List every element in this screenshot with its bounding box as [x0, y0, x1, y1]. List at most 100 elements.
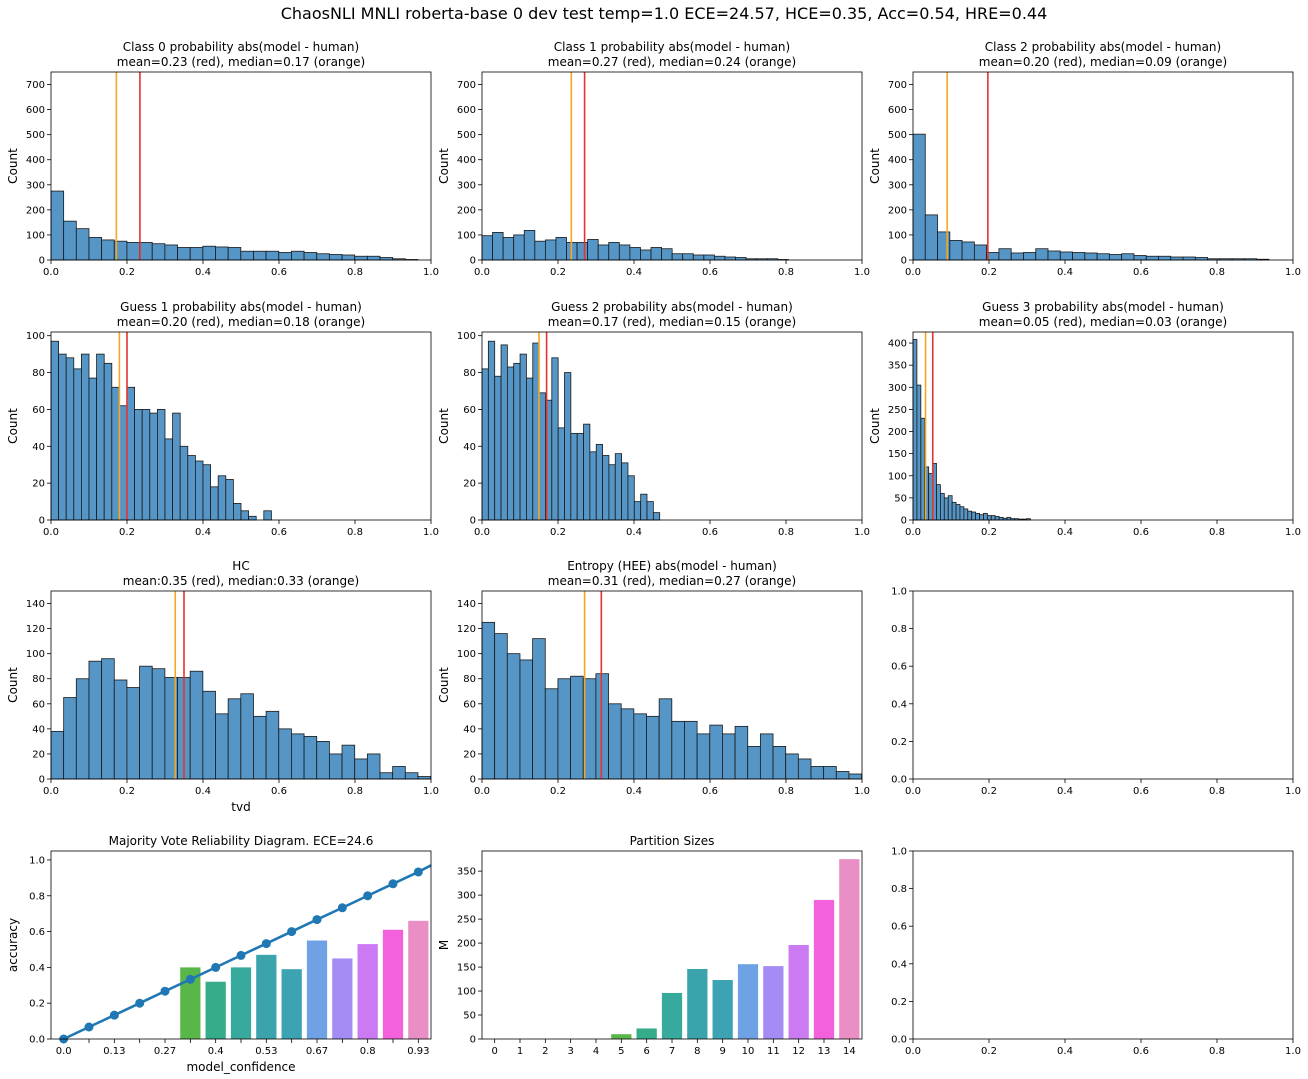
y-tick-label: 0.0 [891, 1035, 907, 1046]
subplot-5: Guess 3 probability abs(model - human)me… [868, 300, 1301, 538]
x-tick-label: 0.4 [1057, 267, 1073, 278]
subplot-title: mean=0.20 (red), median=0.18 (orange) [117, 315, 365, 329]
histogram-bar [608, 703, 622, 780]
y-tick-label: 400 [888, 339, 907, 350]
histogram-bar [88, 377, 97, 521]
histogram-bar [303, 252, 318, 261]
y-tick-label: 700 [888, 80, 907, 91]
x-tick-label: 0.6 [271, 786, 287, 797]
axes-frame [912, 71, 1294, 261]
y-tick-label: 20 [463, 749, 476, 760]
y-axis-label: Count [6, 408, 20, 444]
histogram-bar [392, 766, 406, 780]
histogram-bar [126, 242, 140, 261]
histogram-bar [126, 687, 140, 780]
histogram-bar [316, 741, 330, 780]
histogram-bar [179, 445, 189, 521]
y-tick-label: 0.4 [29, 963, 45, 974]
y-axis-label: Count [437, 667, 451, 703]
histogram-bar [936, 484, 941, 521]
histogram-bar [772, 746, 787, 780]
x-tick-label: 0 [491, 1046, 497, 1057]
y-tick-label: 120 [26, 624, 45, 635]
reliability-point [337, 903, 347, 913]
histogram-bar [63, 697, 77, 780]
y-tick-label: 0 [39, 516, 45, 527]
x-tick-label: 1 [517, 1046, 523, 1057]
x-tick-label: 0.2 [119, 267, 135, 278]
histogram-bar [487, 340, 496, 521]
histogram-bar [202, 690, 216, 780]
histogram-bar [404, 772, 419, 780]
y-tick-label: 0.8 [891, 624, 907, 635]
histogram-bar [722, 733, 736, 780]
subplot-2: Class 2 probability abs(model - human)me… [868, 40, 1301, 278]
axes-frame [912, 590, 1294, 780]
histogram-bar [215, 713, 229, 780]
y-tick-label: 300 [457, 180, 476, 191]
figure-suptitle: ChaosNLI MNLI roberta-base 0 dev test te… [281, 4, 1048, 23]
histogram-bar [328, 753, 343, 780]
x-tick-label: 14 [843, 1046, 856, 1057]
histogram-bar [291, 250, 305, 261]
histogram-bar [955, 504, 961, 521]
y-tick-label: 60 [463, 699, 476, 710]
histogram-bar [513, 234, 525, 261]
reliability-point [185, 974, 195, 984]
y-tick-label: 0 [39, 775, 45, 786]
x-tick-label: 0.4 [626, 786, 642, 797]
x-tick-label: 0.2 [981, 527, 997, 538]
x-tick-label: 0.6 [1133, 786, 1149, 797]
y-tick-label: 100 [888, 471, 907, 482]
axes-frame [912, 331, 1294, 521]
histogram-bar [947, 495, 953, 521]
y-tick-label: 1.0 [891, 587, 907, 598]
histogram-bar [1108, 254, 1123, 261]
reliability-point [312, 915, 322, 925]
histogram-bar [640, 249, 652, 261]
subplot-title: Class 1 probability abs(model - human) [554, 40, 790, 54]
x-tick-label: 1.0 [854, 786, 870, 797]
reliability-point [363, 891, 373, 901]
histogram-bar [141, 409, 151, 521]
axes-frame [50, 71, 432, 261]
y-tick-label: 80 [463, 368, 476, 379]
x-tick-label: 1.0 [1285, 527, 1301, 538]
category-bar [357, 944, 378, 1039]
y-tick-label: 100 [26, 331, 45, 342]
histogram-bar [618, 244, 631, 261]
subplot-title: mean=0.23 (red), median=0.17 (orange) [117, 55, 365, 69]
x-tick-label: 0.8 [778, 786, 794, 797]
category-bar [763, 966, 784, 1039]
y-tick-label: 40 [463, 442, 476, 453]
y-tick-label: 20 [32, 479, 45, 490]
histogram-bar [714, 255, 726, 261]
histogram-bar [217, 475, 227, 521]
histogram-bar [506, 653, 521, 780]
y-tick-label: 20 [32, 749, 45, 760]
histogram-bar [151, 668, 166, 780]
histogram-bar [164, 244, 178, 261]
histogram-bar [189, 670, 204, 780]
x-tick-label: 0.0 [43, 786, 59, 797]
histogram-bar [202, 464, 211, 521]
subplot-title: Majority Vote Reliability Diagram. ECE=2… [109, 834, 374, 848]
histogram-bar [225, 479, 234, 521]
histogram-bar [88, 237, 103, 261]
histogram-bar [943, 497, 949, 521]
x-tick-label: 0.6 [702, 786, 718, 797]
y-tick-label: 0 [470, 516, 476, 527]
x-tick-label: 0.0 [43, 267, 59, 278]
reliability-point [261, 939, 271, 949]
y-tick-label: 600 [26, 105, 45, 116]
y-tick-label: 250 [457, 915, 476, 926]
histogram-bar [1084, 252, 1098, 261]
x-tick-label: 0.2 [981, 1046, 997, 1057]
histogram-bar [265, 250, 280, 261]
axes-frame [50, 331, 432, 521]
histogram-bar [202, 245, 216, 261]
x-tick-label: 1.0 [854, 527, 870, 538]
histogram-bar [278, 252, 292, 261]
